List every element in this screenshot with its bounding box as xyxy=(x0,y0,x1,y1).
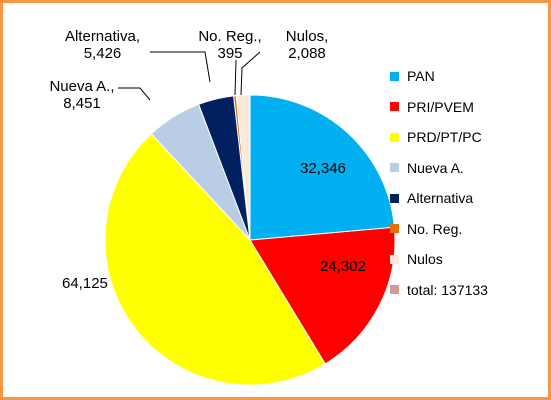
legend-swatch xyxy=(390,224,399,233)
legend-label: total: 137133 xyxy=(407,281,488,298)
legend-swatch xyxy=(390,285,399,294)
legend-swatch xyxy=(390,193,399,203)
legend-label: No. Reg. xyxy=(407,220,463,237)
leader-line xyxy=(150,51,211,83)
legend-label: PAN xyxy=(407,68,435,84)
data-label: 24,302 xyxy=(320,258,366,275)
legend-swatch xyxy=(390,254,399,264)
data-label: Nulos, 2,088 xyxy=(285,28,329,62)
legend-swatch xyxy=(390,163,399,172)
legend-item: PRD/PT/PC xyxy=(390,129,482,145)
legend-item: PRI/PVEM xyxy=(390,99,474,115)
legend-item: Nulos xyxy=(390,251,443,267)
pie-slice xyxy=(104,133,326,386)
legend-swatch xyxy=(390,71,399,81)
legend-label: Nulos xyxy=(407,251,443,267)
legend-swatch xyxy=(390,132,399,142)
pie-slice xyxy=(249,94,395,241)
pie-slice xyxy=(249,226,396,365)
data-label: No. Reg., 395 xyxy=(198,28,262,62)
legend-item: Alternativa xyxy=(390,190,473,206)
legend-label: PRI/PVEM xyxy=(407,98,474,115)
legend-item: Nueva A. xyxy=(390,160,464,176)
legend-swatch xyxy=(390,102,399,111)
leader-line xyxy=(118,87,151,101)
legend-label: PRD/PT/PC xyxy=(407,129,482,145)
data-label: 64,125 xyxy=(62,275,108,292)
legend-label: Alternativa xyxy=(407,190,474,206)
legend-item: No. Reg. xyxy=(390,221,462,237)
data-label: 32,346 xyxy=(300,160,346,177)
data-label: Alternativa, 5,426 xyxy=(64,28,141,62)
legend-item: PAN xyxy=(390,68,435,84)
data-label: Nueva A., 8,451 xyxy=(49,78,115,112)
legend-label: Nueva A. xyxy=(407,159,464,176)
leader-line xyxy=(234,59,237,96)
leader-line xyxy=(240,51,261,96)
legend-item: total: 137133 xyxy=(390,282,488,298)
